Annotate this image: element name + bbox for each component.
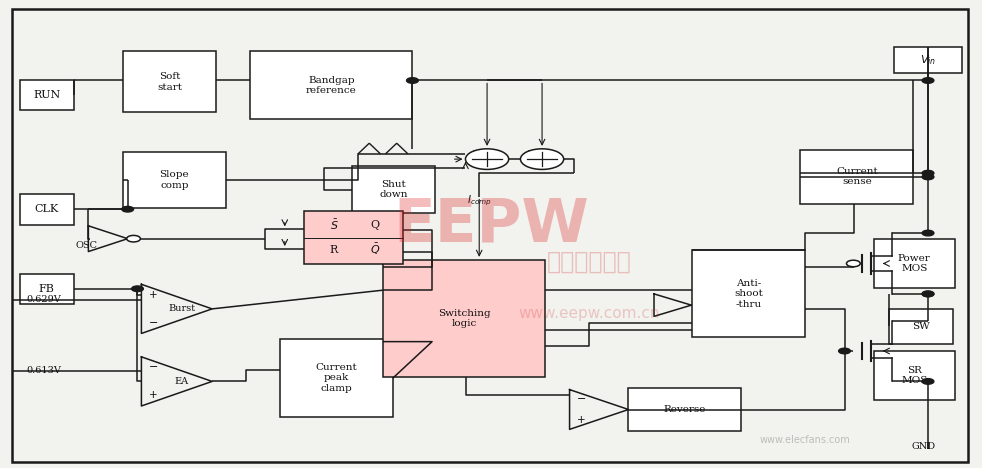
- Circle shape: [132, 286, 143, 292]
- Text: SW: SW: [911, 322, 930, 331]
- Bar: [123, 152, 226, 208]
- Text: $\bar{S}$: $\bar{S}$: [330, 218, 338, 232]
- Text: Anti-
shoot
-thru: Anti- shoot -thru: [735, 279, 763, 308]
- Text: $I_{comp}$: $I_{comp}$: [466, 194, 492, 208]
- Text: Slope
comp: Slope comp: [159, 170, 190, 190]
- Text: Bandgap
reference: Bandgap reference: [306, 76, 356, 95]
- Circle shape: [846, 260, 860, 267]
- Text: Soft
start: Soft start: [157, 72, 182, 92]
- Text: +: +: [149, 290, 157, 300]
- Text: Current
sense: Current sense: [836, 167, 878, 186]
- Bar: [800, 150, 913, 204]
- Bar: [889, 309, 953, 344]
- Text: FB: FB: [38, 284, 55, 294]
- Bar: [250, 51, 412, 119]
- Text: 0.629V: 0.629V: [27, 295, 61, 304]
- Text: −: −: [148, 362, 158, 373]
- Text: www.eepw.com.cn: www.eepw.com.cn: [518, 306, 660, 321]
- Text: Shut
down: Shut down: [379, 180, 408, 199]
- Text: www.elecfans.com: www.elecfans.com: [760, 435, 850, 445]
- Circle shape: [922, 174, 934, 180]
- Circle shape: [465, 149, 509, 169]
- Text: −: −: [148, 318, 158, 328]
- Text: −: −: [576, 394, 586, 404]
- Bar: [352, 166, 435, 213]
- Bar: [874, 239, 955, 288]
- Circle shape: [922, 230, 934, 236]
- Text: 0.613V: 0.613V: [26, 366, 61, 375]
- Bar: [383, 260, 545, 377]
- Text: EEPW: EEPW: [393, 195, 589, 254]
- Text: −: −: [551, 160, 559, 170]
- Circle shape: [127, 235, 140, 242]
- Text: $\bar{Q}$: $\bar{Q}$: [370, 242, 380, 257]
- Text: −: −: [496, 160, 504, 170]
- Text: CLK: CLK: [34, 205, 59, 214]
- Text: EA: EA: [175, 377, 189, 386]
- Text: +: +: [469, 149, 477, 158]
- Circle shape: [922, 379, 934, 384]
- Text: 电子产品世界: 电子产品世界: [547, 250, 631, 274]
- Circle shape: [520, 149, 564, 169]
- Bar: [692, 250, 805, 337]
- Bar: [20, 274, 74, 304]
- Text: R: R: [330, 245, 338, 255]
- Text: GND: GND: [911, 442, 935, 452]
- Circle shape: [407, 78, 418, 83]
- Text: +: +: [524, 149, 532, 158]
- Text: OSC: OSC: [76, 241, 97, 250]
- Bar: [20, 80, 74, 110]
- Text: Burst: Burst: [168, 304, 195, 314]
- Bar: [123, 51, 216, 112]
- Text: RUN: RUN: [33, 90, 60, 100]
- Bar: [280, 339, 393, 417]
- Circle shape: [922, 291, 934, 297]
- Circle shape: [922, 170, 934, 176]
- Circle shape: [922, 291, 934, 297]
- Bar: [628, 388, 741, 431]
- Text: +: +: [577, 415, 585, 425]
- Bar: [304, 211, 403, 264]
- Text: $V_{in}$: $V_{in}$: [920, 53, 936, 66]
- Text: Current
peak
clamp: Current peak clamp: [315, 363, 357, 393]
- Text: +: +: [149, 390, 157, 401]
- Bar: [20, 194, 74, 225]
- Text: Q: Q: [370, 220, 380, 230]
- Circle shape: [922, 78, 934, 83]
- Bar: [894, 47, 962, 73]
- Text: SR
MOS: SR MOS: [901, 366, 927, 385]
- Text: Switching
logic: Switching logic: [438, 308, 490, 328]
- Circle shape: [839, 348, 850, 354]
- Text: Reverse: Reverse: [664, 405, 706, 414]
- Bar: [874, 351, 955, 400]
- Circle shape: [122, 206, 134, 212]
- Text: Power
MOS: Power MOS: [898, 254, 931, 273]
